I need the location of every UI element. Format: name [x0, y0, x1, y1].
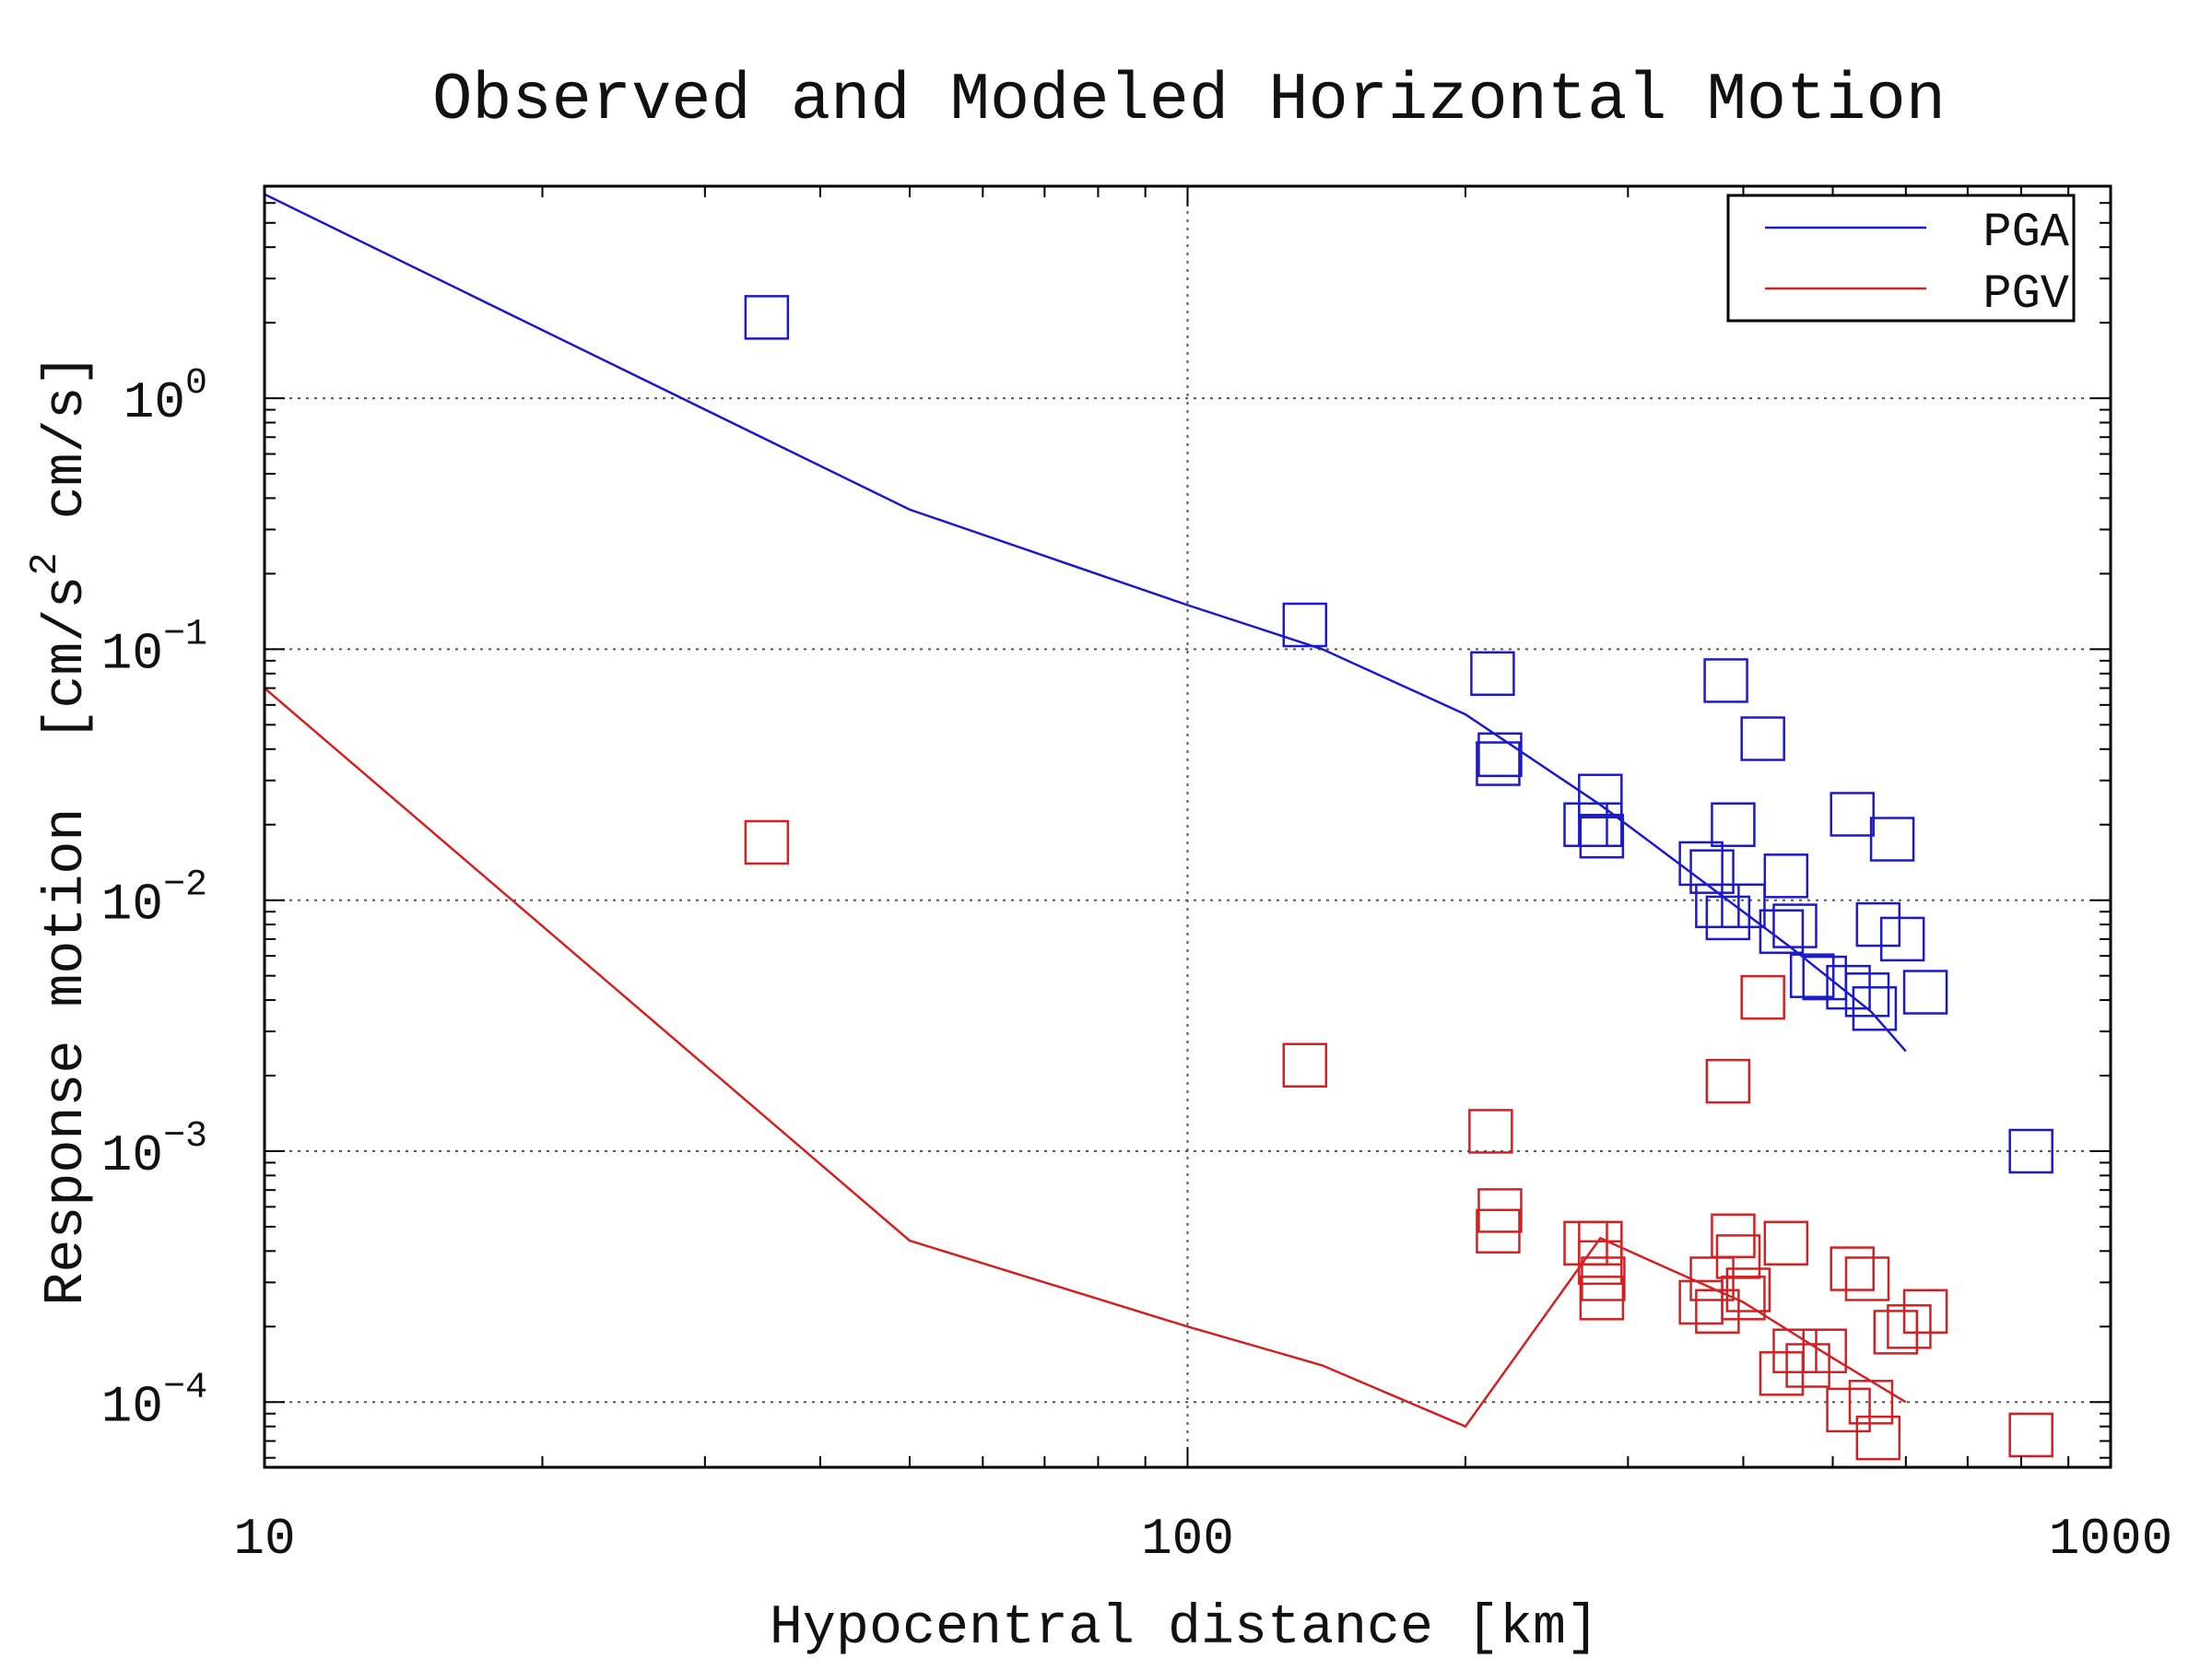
observed-point-pgv: [1468, 1109, 1513, 1154]
observed-point-pga: [1470, 651, 1515, 697]
observed-point-pgv: [1689, 1256, 1735, 1301]
y-axis-label: Response motion [cm/s2 cm/s]: [23, 353, 99, 1305]
legend: PGA PGV: [1726, 194, 2076, 323]
y-tick-label: 10−4: [101, 1367, 207, 1436]
observed-point-pga: [1763, 853, 1809, 899]
x-axis-label: Hypocentral distance [km]: [770, 1597, 1599, 1659]
observed-point-pgv: [1826, 1387, 1871, 1433]
y-tick-label: 10−3: [101, 1116, 207, 1185]
observed-point-pgv: [1844, 1256, 1890, 1301]
y-axis-label-exponent: 2: [23, 552, 67, 575]
observed-points: [744, 295, 2053, 1461]
y-tick-base: 10: [101, 876, 163, 935]
y-tick-label: 10−2: [101, 865, 207, 935]
observed-point-pga: [1579, 813, 1625, 859]
x-tick-label: 10: [233, 1510, 295, 1569]
observed-point-pgv: [1282, 1042, 1328, 1088]
observed-point-pgv: [1855, 1415, 1901, 1461]
observed-point-pgv: [1725, 1267, 1771, 1312]
observed-point-pga: [1759, 909, 1805, 954]
y-axis-label-unit-rest: cm/s]: [36, 353, 99, 519]
legend-label-pga: PGA: [1983, 206, 2069, 260]
observed-point-pgv: [1763, 1220, 1809, 1266]
y-tick-label: 10−1: [101, 614, 207, 683]
observed-point-pga: [1703, 658, 1748, 703]
observed-point-pga: [1879, 916, 1925, 962]
observed-point-pga: [1695, 883, 1740, 929]
observed-point-pgv: [1476, 1208, 1521, 1254]
observed-point-pga: [1705, 895, 1751, 941]
observed-point-pgv: [1578, 1240, 1623, 1286]
observed-point-pga: [1830, 792, 1875, 837]
observed-point-pga: [1844, 972, 1890, 1018]
x-tick-label: 1000: [2049, 1510, 2172, 1569]
chart-title: Observed and Modeled Horizontal Motion: [432, 63, 1946, 138]
observed-point-pgv: [1802, 1328, 1847, 1373]
y-tick-base: 10: [101, 1126, 163, 1185]
observed-point-pgv: [1772, 1328, 1818, 1373]
observed-point-pgv: [1785, 1343, 1830, 1388]
observed-point-pga: [1789, 953, 1835, 998]
y-tick-exponent: −2: [163, 865, 207, 907]
observed-point-pgv: [2008, 1412, 2053, 1458]
observed-point-pga: [1902, 970, 1948, 1015]
observed-point-pgv: [1848, 1380, 1894, 1425]
observed-point-pga: [1711, 802, 1756, 847]
y-tick-exponent: 0: [185, 363, 207, 405]
legend-label-pgv: PGV: [1983, 267, 2069, 322]
observed-point-pga: [1852, 986, 1898, 1031]
observed-point-pga: [1772, 903, 1818, 948]
x-tick-labels: 10 100 1000: [233, 1510, 2172, 1569]
y-tick-base: 10: [101, 1377, 163, 1436]
observed-point-pgv: [1705, 1058, 1751, 1104]
observed-point-pga: [2008, 1128, 2053, 1174]
observed-point-pga: [1476, 741, 1521, 786]
observed-point-pga: [1477, 732, 1523, 778]
observed-point-pgv: [1887, 1304, 1932, 1349]
observed-point-pga: [1282, 602, 1328, 648]
y-tick-label: 100: [124, 363, 207, 432]
observed-point-pgv: [1759, 1351, 1805, 1396]
y-tick-exponent: −3: [163, 1116, 207, 1158]
observed-point-pgv: [1721, 1276, 1766, 1321]
observed-point-pga: [1869, 817, 1915, 862]
observed-point-pga: [1740, 716, 1785, 761]
y-axis-label-prefix: Response motion: [36, 808, 99, 1306]
y-tick-exponent: −1: [163, 614, 207, 655]
observed-point-pga: [1578, 773, 1623, 818]
observed-point-pga: [744, 295, 790, 340]
observed-point-pgv: [744, 819, 790, 865]
observed-point-pgv: [1740, 974, 1785, 1020]
y-axis-label-unit: [cm/s: [36, 576, 99, 742]
observed-point-pga: [1855, 901, 1901, 947]
observed-point-pgv: [1902, 1288, 1948, 1335]
observed-point-pgv: [1830, 1246, 1875, 1291]
grid: [265, 186, 2111, 1467]
y-tick-exponent: −4: [163, 1367, 207, 1408]
model-line-pga: [264, 193, 1907, 1053]
observed-point-pga: [1721, 883, 1766, 929]
legend-box: [1726, 194, 2076, 323]
y-tick-base: 10: [124, 373, 185, 432]
observed-point-pga: [1578, 802, 1623, 847]
x-tick-label: 100: [1141, 1510, 1234, 1569]
observed-point-pgv: [1581, 1256, 1626, 1301]
observed-point-pga: [1689, 849, 1735, 894]
observed-point-pgv: [1579, 1276, 1625, 1321]
y-tick-base: 10: [101, 624, 163, 683]
